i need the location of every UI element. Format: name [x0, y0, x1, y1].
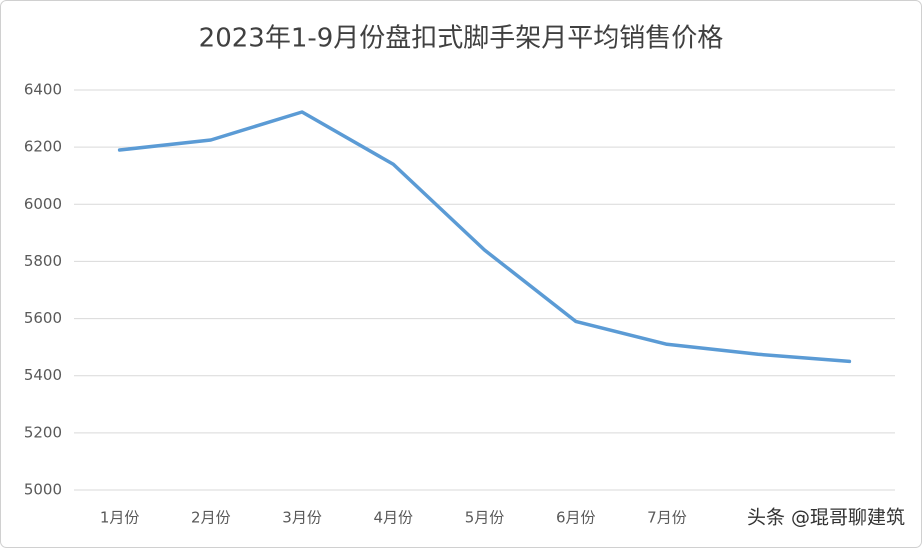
y-tick-label: 5800 [24, 252, 62, 270]
x-tick-label: 5月份 [465, 509, 505, 527]
plot-area: 5000 5200 5400 5600 5800 6000 6200 6400 1月份 2月份 3月… [24, 81, 895, 527]
watermark: 头条 @琨哥聊建筑 [747, 507, 905, 529]
y-tick-label: 6000 [24, 195, 62, 213]
x-tick-label: 1月份 [100, 509, 140, 527]
y-tick-label: 5000 [24, 481, 62, 499]
x-tick-label: 4月份 [374, 509, 414, 527]
y-tick-label: 6400 [24, 81, 62, 99]
x-tick-label: 3月份 [282, 509, 322, 527]
y-tick-label: 5200 [24, 423, 62, 441]
y-tick-label: 6200 [24, 138, 62, 156]
x-tick-label: 6月份 [556, 509, 596, 527]
x-tick-label: 2月份 [191, 509, 231, 527]
chart-title: 2023年1-9月份盘扣式脚手架月平均销售价格 [199, 24, 724, 54]
y-tick-label: 5600 [24, 309, 62, 327]
data-line [117, 110, 852, 364]
y-tick-label: 5400 [24, 366, 62, 384]
x-tick-label: 7月份 [647, 509, 687, 527]
